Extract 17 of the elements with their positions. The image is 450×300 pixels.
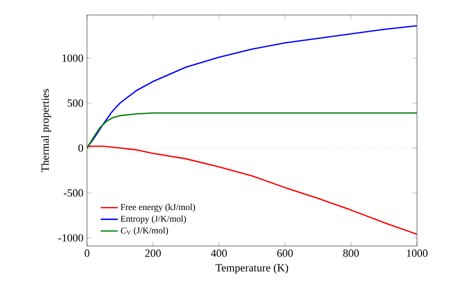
y-tick-label: 0	[78, 144, 84, 152]
y-tick-label: -500	[64, 189, 84, 197]
x-tick-label: 200	[145, 250, 161, 257]
x-tick-label: 600	[277, 250, 293, 257]
y-tick-label: 1000	[62, 54, 84, 62]
x-tick-label: 0	[84, 250, 90, 257]
y-tick-label: 500	[68, 99, 84, 107]
x-axis-title: Temperature (K)	[216, 264, 288, 274]
x-tick-label: 400	[211, 250, 227, 257]
y-tick-label: -1000	[58, 234, 84, 242]
legend-label: C$_{V}$ (J/K/mol)	[120, 227, 168, 236]
legend-label: Free energy (kJ/mol)	[120, 204, 196, 212]
x-tick-label: 800	[343, 250, 359, 257]
legend-label: Entropy (J/K/mol)	[120, 215, 186, 224]
y-axis-title: Thermal properties	[41, 89, 52, 172]
x-tick-label: 1000	[407, 250, 428, 257]
line-series	[87, 146, 418, 235]
